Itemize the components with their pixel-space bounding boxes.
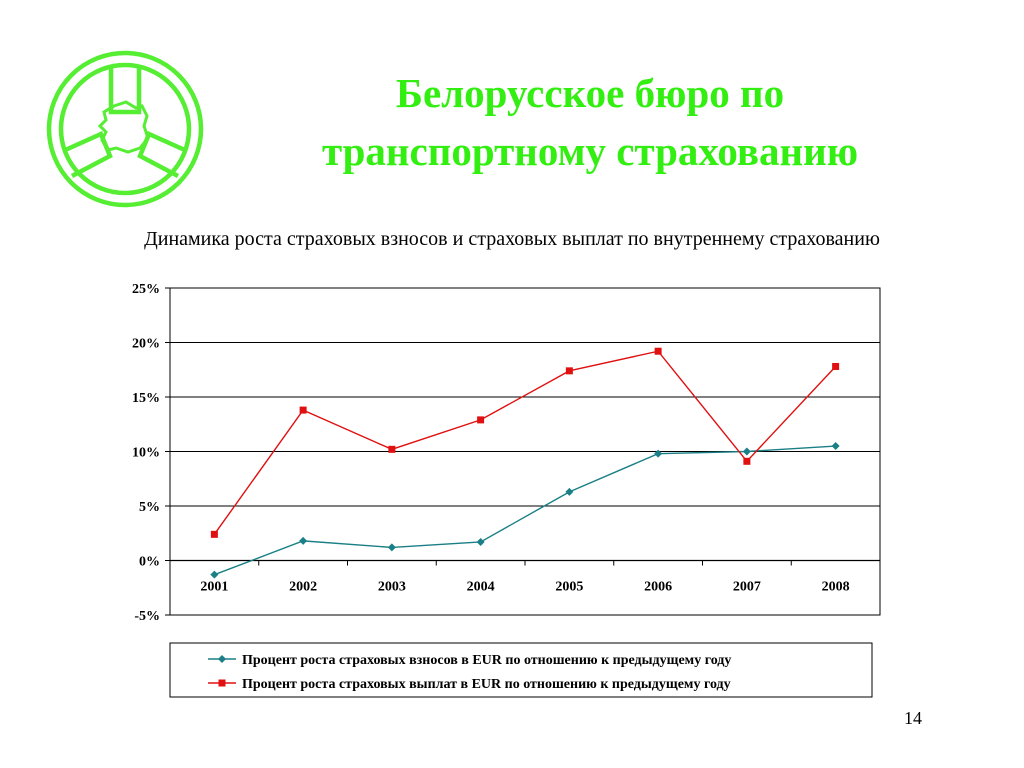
x-tick-label: 2003 xyxy=(378,580,406,595)
series-1-point xyxy=(476,537,485,546)
x-tick-label: 2005 xyxy=(555,580,583,595)
legend-box xyxy=(169,642,873,698)
title-line-1: Белорусское бюро по xyxy=(395,70,785,116)
series-1-point xyxy=(387,543,396,552)
y-tick-label: 15% xyxy=(132,391,160,406)
y-tick-label: 10% xyxy=(132,446,160,461)
title-line-2: транспортному страхованию xyxy=(321,128,859,174)
series-2-point xyxy=(565,367,573,375)
series-2-point xyxy=(743,457,751,465)
series-line-2 xyxy=(213,350,837,535)
page-number: 14 xyxy=(904,708,922,728)
series-2-point xyxy=(832,362,840,370)
y-tick-label: 20% xyxy=(132,337,160,352)
series-1-point xyxy=(565,487,574,496)
series-line-1 xyxy=(214,445,836,576)
legend-label-1: Процент роста страховых взносов в EUR по… xyxy=(242,653,731,668)
series-2-point xyxy=(477,416,485,424)
series-1-point xyxy=(654,449,663,458)
x-tick-label: 2002 xyxy=(289,580,317,595)
series-2-point xyxy=(654,347,662,355)
x-tick-label: 2008 xyxy=(822,580,850,595)
series-1-point xyxy=(210,570,219,579)
y-tick-label: -5% xyxy=(134,609,160,624)
x-tick-label: 2001 xyxy=(200,580,228,595)
legend-marker-2 xyxy=(218,679,226,687)
x-tick-label: 2004 xyxy=(467,580,495,595)
belarus-wheel-logo xyxy=(46,50,204,208)
series-2-point xyxy=(299,406,307,414)
x-tick-label: 2007 xyxy=(733,580,761,595)
line-chart: 25% 20% 15% 10% 5% 0% -5% 2001 2002 2003 2004 2005… xyxy=(132,282,881,698)
y-tick-label: 0% xyxy=(139,555,160,570)
legend-label-2: Процент роста страховых выплат в EUR по … xyxy=(242,677,731,692)
x-tick-label: 2006 xyxy=(644,580,672,595)
slide-title: Белорусское бюро по транспортному страхо… xyxy=(250,64,930,180)
y-tick-label: 5% xyxy=(139,500,160,515)
series-2-point xyxy=(388,445,396,453)
series-1-point xyxy=(742,447,751,456)
series-1-point xyxy=(831,442,840,451)
chart-caption: Динамика роста страховых взносов и страх… xyxy=(144,228,880,250)
series-1-point xyxy=(299,536,308,545)
legend-marker-1 xyxy=(218,655,226,663)
y-tick-label: 25% xyxy=(132,282,160,297)
series-2-point xyxy=(210,530,218,538)
